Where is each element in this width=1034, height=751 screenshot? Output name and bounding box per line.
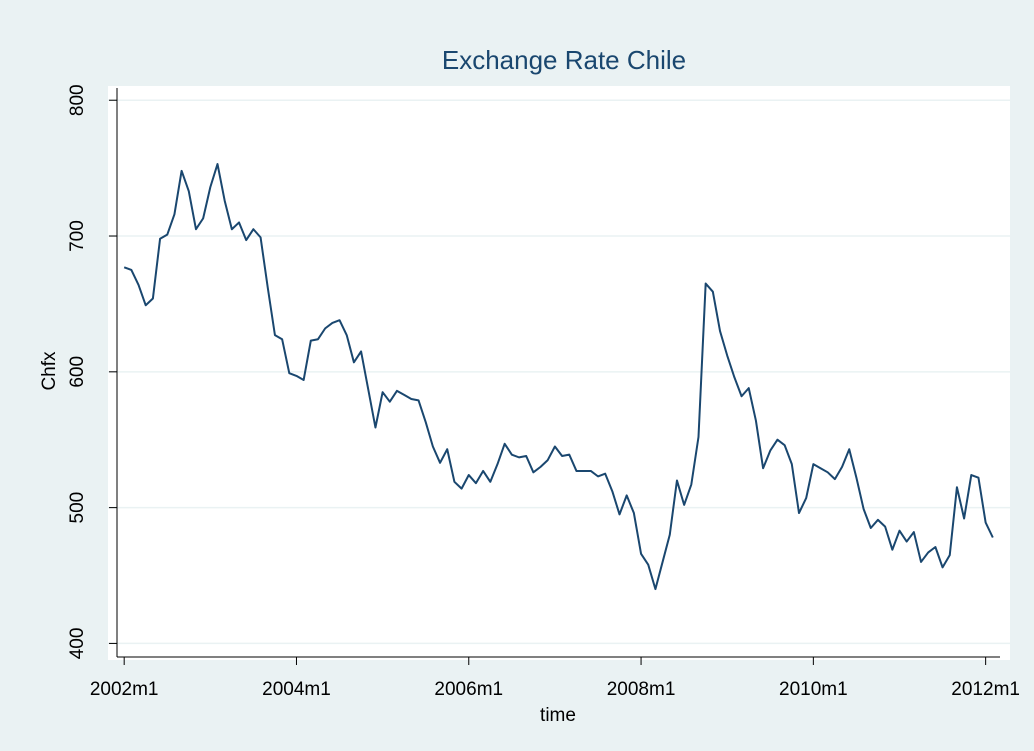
- x-tick-label: 2012m1: [951, 679, 1020, 700]
- line-series: [123, 163, 994, 591]
- plot-area: [108, 86, 1010, 660]
- x-tick-label: 2002m1: [90, 679, 159, 700]
- y-tick-label: 500: [67, 492, 88, 524]
- chart-title: Exchange Rate Chile: [442, 45, 686, 75]
- y-tick-label: 600: [67, 356, 88, 388]
- y-tick-label: 400: [67, 628, 88, 660]
- x-tick-label: 2008m1: [607, 679, 676, 700]
- x-tick-label: 2010m1: [779, 679, 848, 700]
- x-tick-label: 2006m1: [434, 679, 503, 700]
- x-axis-title: time: [540, 705, 576, 726]
- y-tick-label: 800: [67, 84, 88, 116]
- y-tick-label: 700: [67, 220, 88, 252]
- y-axis-title: Chfx: [39, 351, 60, 391]
- x-tick-label: 2004m1: [262, 679, 331, 700]
